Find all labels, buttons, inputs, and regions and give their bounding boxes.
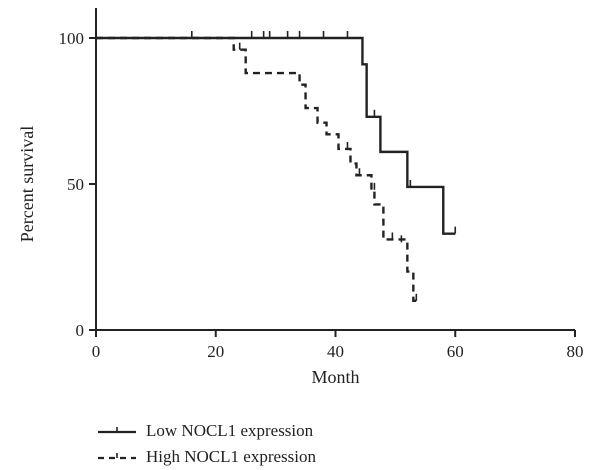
x-axis-title: Month xyxy=(311,367,359,387)
y-axis-title: Percent survival xyxy=(17,126,37,242)
legend-label-high: High NOCL1 expression xyxy=(146,447,316,466)
x-tick-label: 60 xyxy=(447,342,464,361)
survival-curve xyxy=(96,36,420,302)
legend: Low NOCL1 expression High NOCL1 expressi… xyxy=(98,418,316,470)
survival-curve xyxy=(96,36,456,235)
dashed-line-icon xyxy=(98,453,136,460)
axes: 0 20 40 60 80 0 50 100 xyxy=(59,8,584,361)
y-tick-label: 100 xyxy=(59,29,85,48)
x-tick-label: 80 xyxy=(567,342,584,361)
series-layer xyxy=(96,31,457,302)
legend-item-high: High NOCL1 expression xyxy=(98,444,316,470)
y-tick-label: 50 xyxy=(67,175,84,194)
survival-chart: 0 20 40 60 80 0 50 100 Month Percent survival xyxy=(17,8,584,387)
legend-label-low: Low NOCL1 expression xyxy=(146,421,314,440)
y-tick-label: 0 xyxy=(76,321,85,340)
solid-line-icon xyxy=(98,427,136,434)
legend-item-low: Low NOCL1 expression xyxy=(98,418,316,444)
series-low xyxy=(96,31,457,235)
x-tick-label: 40 xyxy=(327,342,344,361)
x-tick-label: 20 xyxy=(207,342,224,361)
series-high xyxy=(96,36,420,302)
x-tick-label: 0 xyxy=(92,342,101,361)
